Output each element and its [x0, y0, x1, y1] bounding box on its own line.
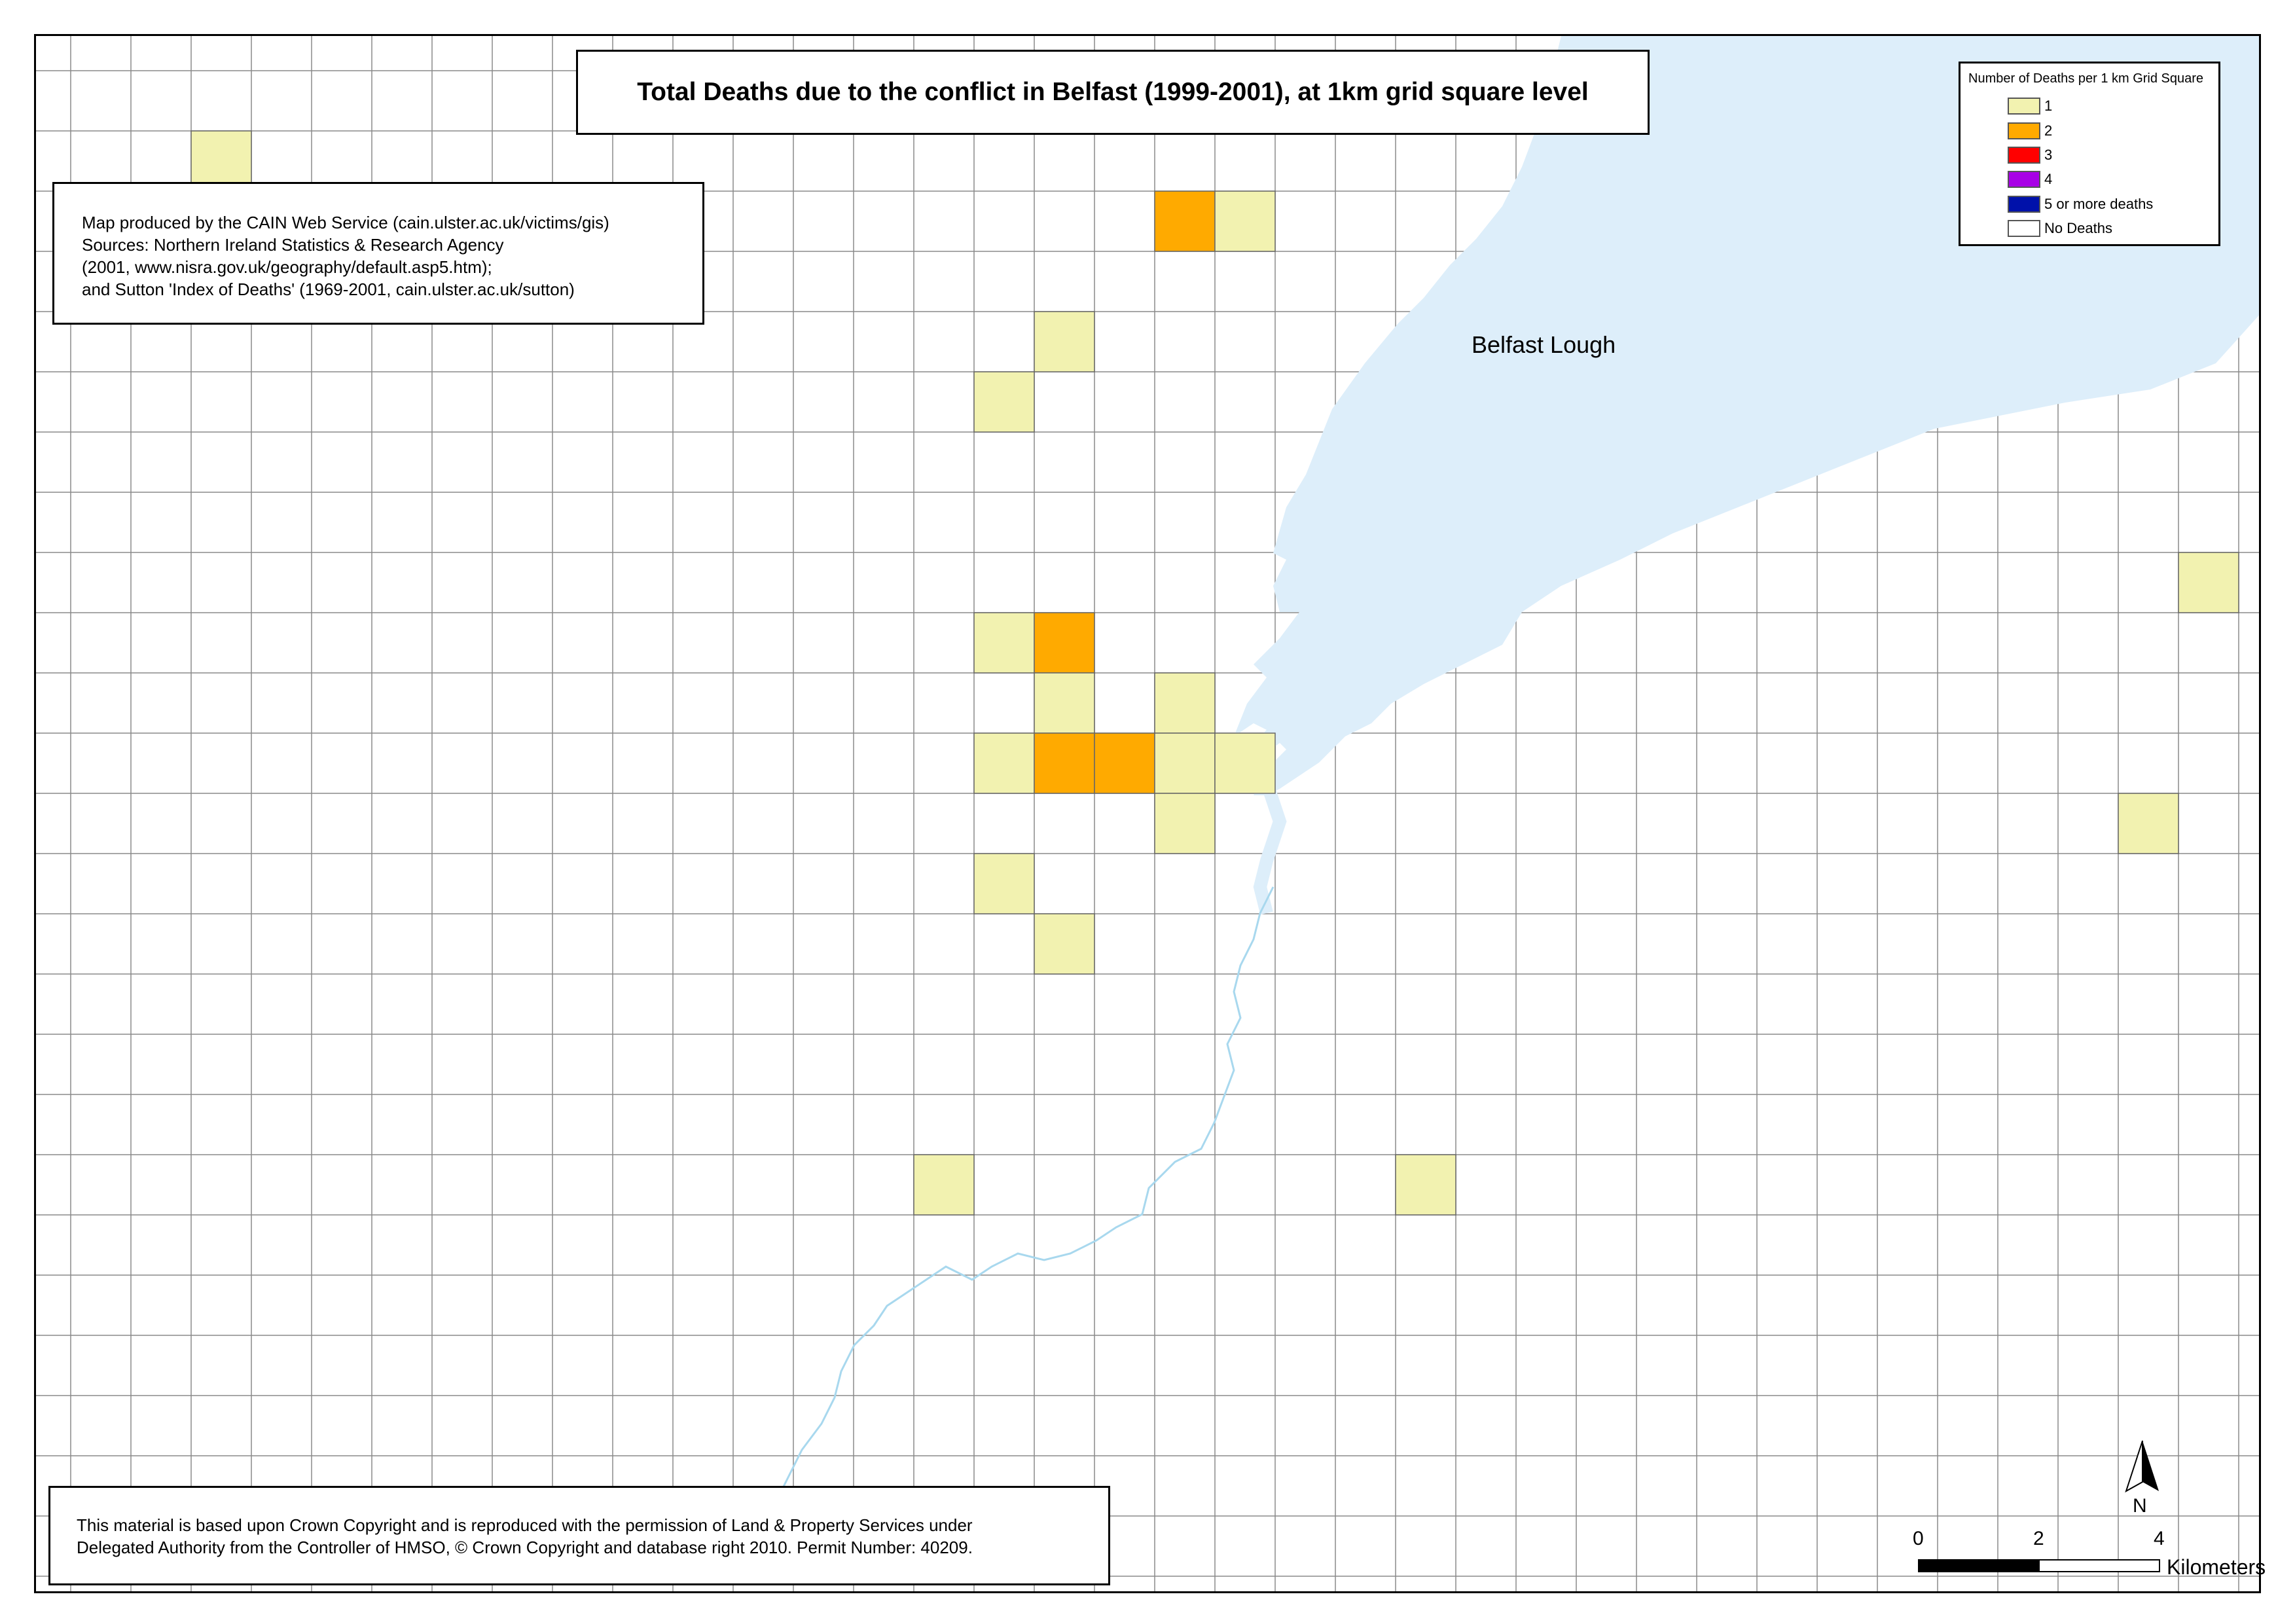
grid-square [913, 1154, 975, 1216]
grid-square [1154, 672, 1216, 734]
source-line: Sources: Northern Ireland Statistics & R… [82, 235, 504, 255]
grid-square [1154, 732, 1216, 794]
legend-label: 1 [2044, 98, 2053, 114]
source-line: (2001, www.nisra.gov.uk/geography/defaul… [82, 257, 492, 277]
copyright-line: This material is based upon Crown Copyri… [77, 1515, 973, 1535]
legend-item: 1 [2008, 96, 2052, 116]
source-info-box: Map produced by the CAIN Web Service (ca… [52, 182, 704, 325]
water-body-label: Belfast Lough [1472, 331, 1616, 358]
rivers [651, 886, 1274, 1549]
scale-bar [1918, 1559, 2160, 1572]
grid-square [2118, 793, 2179, 854]
legend-label: 5 or more deaths [2044, 196, 2154, 212]
legend-swatch [2008, 171, 2040, 188]
legend: Number of Deaths per 1 km Grid Square 1 … [1959, 62, 2220, 246]
legend-label: 3 [2044, 147, 2053, 163]
legend-title: Number of Deaths per 1 km Grid Square [1968, 71, 2204, 86]
grid-square [2178, 552, 2239, 613]
copyright-line: Delegated Authority from the Controller … [77, 1538, 973, 1557]
scale-tick-label: 4 [2154, 1528, 2165, 1549]
grid-square [1034, 672, 1095, 734]
grid-square [1214, 732, 1276, 794]
grid-square [1034, 732, 1095, 794]
grid-square [1395, 1154, 1456, 1216]
legend-label: 4 [2044, 171, 2053, 187]
scale-unit: Kilometers [2167, 1555, 2266, 1579]
grid-square [973, 371, 1035, 433]
source-line: Map produced by the CAIN Web Service (ca… [82, 213, 609, 232]
grid-square [1034, 913, 1095, 975]
legend-item: 4 [2008, 170, 2052, 189]
legend-swatch [2008, 147, 2040, 164]
grid-square [1034, 311, 1095, 372]
grid-square [1034, 612, 1095, 674]
source-line: and Sutton 'Index of Deaths' (1969-2001,… [82, 280, 575, 299]
scale-tick-label: 2 [2033, 1528, 2044, 1549]
legend-swatch [2008, 196, 2040, 213]
legend-label: No Deaths [2044, 220, 2112, 236]
legend-item: 2 [2008, 121, 2052, 141]
legend-item: 5 or more deaths [2008, 194, 2153, 214]
grid-square [1214, 190, 1276, 252]
grid-square [973, 853, 1035, 914]
grid-square [1094, 732, 1155, 794]
legend-swatch [2008, 220, 2040, 237]
map-title: Total Deaths due to the conflict in Belf… [637, 78, 1589, 106]
map-title-box: Total Deaths due to the conflict in Belf… [576, 50, 1650, 135]
north-label: N [2133, 1495, 2147, 1517]
legend-item: 3 [2008, 145, 2052, 165]
death-grid-squares [190, 130, 2239, 1216]
grid-square [1154, 793, 1216, 854]
legend-label: 2 [2044, 122, 2053, 139]
grid-square [973, 732, 1035, 794]
grid-square [1154, 190, 1216, 252]
copyright-box: This material is based upon Crown Copyri… [48, 1486, 1110, 1585]
legend-swatch [2008, 122, 2040, 139]
legend-swatch [2008, 98, 2040, 115]
north-arrow-icon [2125, 1440, 2159, 1493]
scale-tick-label: 0 [1913, 1528, 1924, 1549]
grid-square [190, 130, 252, 192]
legend-item: No Deaths [2008, 219, 2112, 238]
grid-square [973, 612, 1035, 674]
